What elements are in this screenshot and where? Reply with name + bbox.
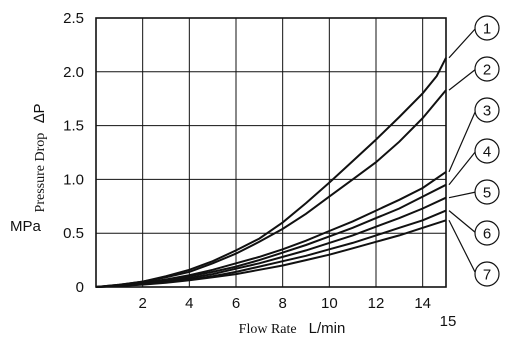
x-tick-label: 2 — [138, 295, 146, 312]
y-tick-label: 2.0 — [63, 64, 84, 81]
x-axis-unit: L/min — [309, 320, 346, 337]
series-label-bubble-2 — [474, 56, 500, 82]
y-tick-label: 1.5 — [63, 118, 84, 135]
x-tick-label: 8 — [278, 295, 286, 312]
series-label-bubble-4 — [474, 138, 500, 164]
series-leader-7 — [448, 220, 477, 275]
plot-frame — [95, 17, 447, 288]
series-label-4: 4 — [483, 144, 491, 161]
series-label-3: 3 — [483, 103, 491, 120]
x-axis-title-text: Flow Rate — [239, 322, 297, 337]
x-tick-label: 10 — [321, 295, 338, 312]
series-label-7: 7 — [483, 267, 491, 284]
series-leader-4 — [448, 150, 477, 186]
series-label-6: 6 — [483, 226, 491, 243]
y-axis-symbol: ∆P — [31, 104, 48, 123]
x-tick-label: 14 — [414, 295, 431, 312]
y-tick-label: 0.5 — [63, 225, 84, 242]
series-label-bubble-3 — [474, 97, 500, 123]
y-tick-label: 1.0 — [63, 171, 84, 188]
y-axis-ticks: 0 0.5 1.0 1.5 2.0 2.5 — [63, 10, 84, 296]
series-leader-6 — [448, 210, 477, 234]
series-leader-3 — [448, 109, 477, 173]
y-tick-label: 2.5 — [63, 10, 84, 27]
series-label-1: 1 — [483, 21, 491, 38]
x-end-tick-label: 15 — [440, 313, 457, 330]
y-axis-title: Pressure Drop ∆P — [31, 104, 48, 213]
series-curve-6 — [95, 209, 447, 288]
x-tick-label: 6 — [232, 295, 240, 312]
x-axis-ticks: 2 4 6 8 10 12 14 — [138, 295, 431, 312]
series-label-2: 2 — [483, 62, 491, 79]
y-axis-title-text: Pressure Drop — [33, 133, 48, 213]
series-label-5: 5 — [483, 185, 491, 202]
series-leader-1 — [448, 27, 477, 59]
series-labels: 1 2 3 4 5 6 7 — [448, 15, 500, 287]
series-curve-7 — [95, 219, 447, 288]
series-label-bubble-7 — [474, 261, 500, 287]
series-curves — [95, 57, 447, 288]
series-leader-2 — [448, 68, 477, 91]
series-label-bubble-5 — [474, 179, 500, 205]
y-tick-label: 0 — [76, 279, 84, 296]
series-label-bubble-1 — [474, 15, 500, 41]
series-curve-2 — [95, 89, 447, 288]
x-tick-label: 4 — [185, 295, 193, 312]
x-axis-title: Flow Rate L/min — [239, 320, 346, 337]
y-axis-unit: MPa — [10, 218, 42, 235]
series-leader-5 — [448, 191, 477, 199]
x-tick-label: 12 — [368, 295, 385, 312]
series-label-bubble-6 — [474, 220, 500, 246]
grid-lines — [96, 18, 446, 287]
